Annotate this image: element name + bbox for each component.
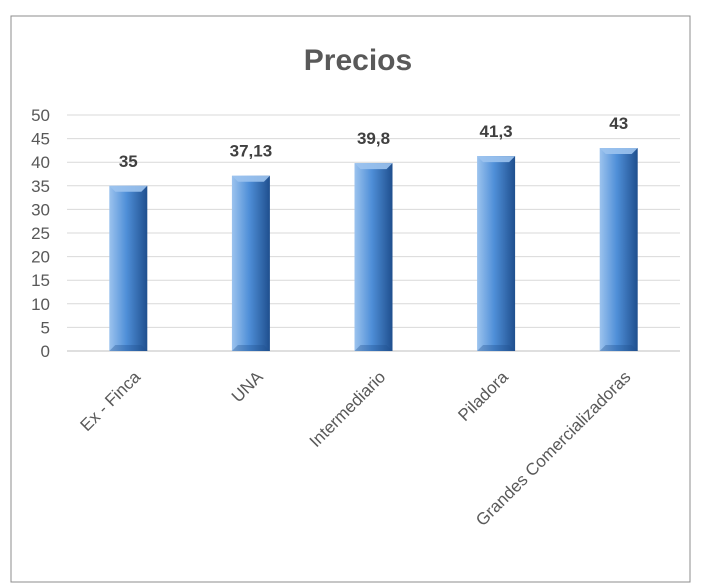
- gridlines: [67, 114, 680, 352]
- bar-bevel: [477, 156, 516, 163]
- y-tick-label: 30: [31, 200, 50, 219]
- y-tick-label: 40: [31, 153, 50, 172]
- y-tick-label: 20: [31, 248, 50, 267]
- data-label: 35: [119, 152, 138, 171]
- data-label: 43: [609, 114, 628, 133]
- y-tick-label: 50: [31, 106, 50, 125]
- data-label: 37,13: [230, 142, 273, 161]
- y-axis-ticks: 0 5 10 15 20 25 30 35 40 45 50: [31, 106, 50, 361]
- bar-shadow: [231, 345, 270, 351]
- bar: [477, 156, 516, 351]
- bar-shadow: [477, 345, 516, 351]
- bar-bevel: [231, 175, 270, 182]
- bar: [354, 163, 393, 351]
- y-tick-label: 25: [31, 224, 50, 243]
- y-tick-label: 35: [31, 177, 50, 196]
- bar-shadow: [109, 345, 148, 351]
- data-label: 39,8: [357, 129, 390, 148]
- bar-shadow: [599, 345, 638, 351]
- bar: [109, 185, 148, 351]
- bar-bevel: [109, 185, 148, 192]
- y-tick-label: 10: [31, 295, 50, 314]
- y-tick-label: 5: [41, 318, 50, 337]
- data-labels: 35 37,13 39,8 41,3 43: [119, 114, 628, 171]
- data-label: 41,3: [480, 122, 513, 141]
- bar-shadow: [354, 345, 393, 351]
- bars: [109, 148, 638, 351]
- bar: [599, 148, 638, 351]
- y-tick-label: 0: [41, 342, 50, 361]
- bar: [231, 175, 270, 351]
- bar-bevel: [354, 163, 393, 170]
- y-tick-label: 45: [31, 130, 50, 149]
- chart-title: Precios: [304, 44, 412, 77]
- bar-bevel: [599, 148, 638, 155]
- y-tick-label: 15: [31, 271, 50, 290]
